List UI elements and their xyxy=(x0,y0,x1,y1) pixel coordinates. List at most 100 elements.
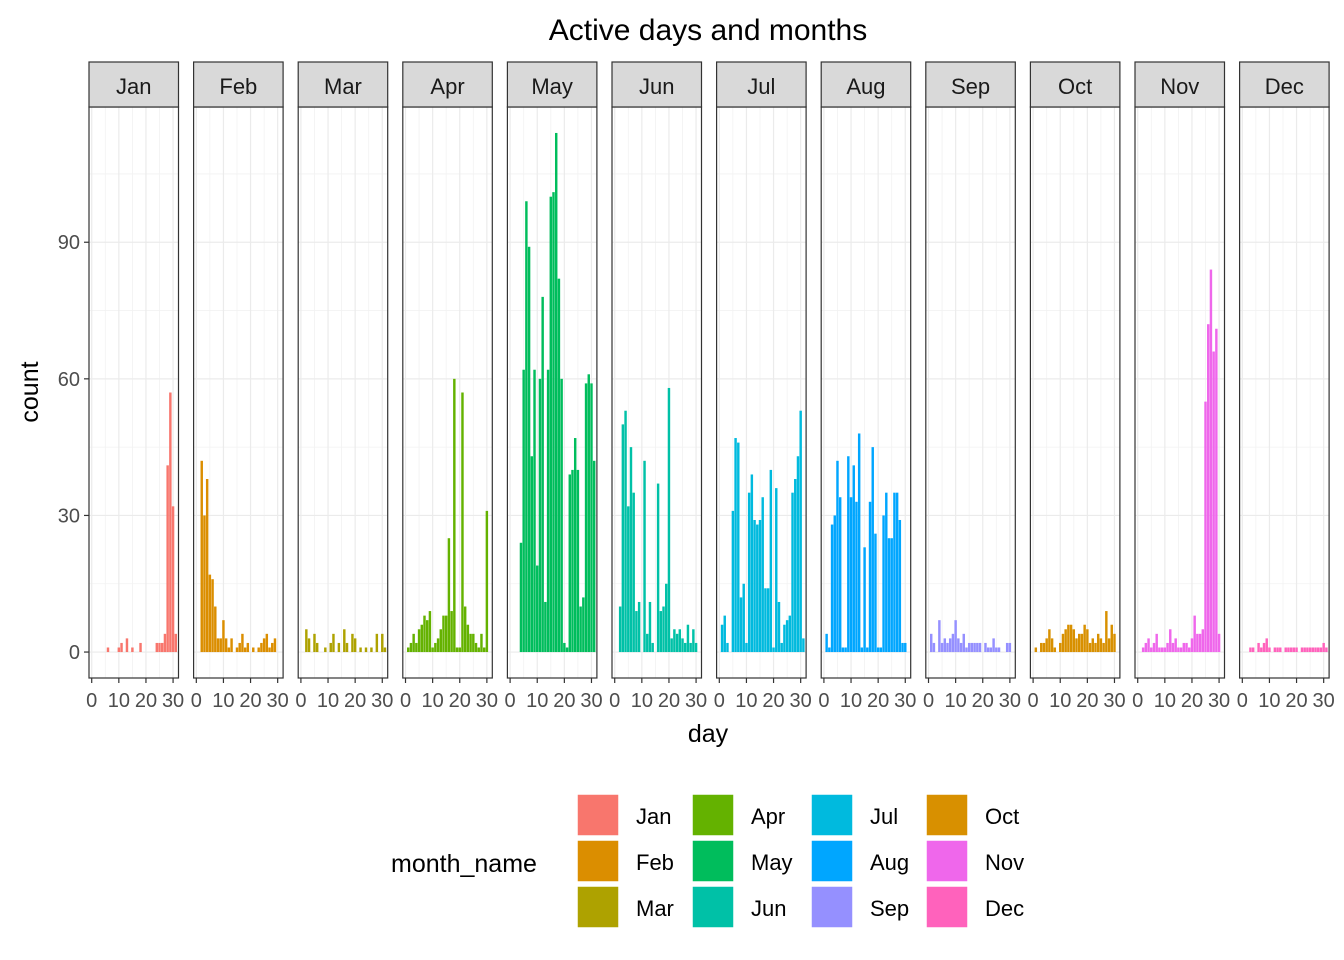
bar-dec-day-27 xyxy=(1314,647,1317,653)
facet-strip-label: Jul xyxy=(747,74,775,99)
bar-mar-day-5 xyxy=(313,633,316,653)
bar-sep-day-5 xyxy=(940,642,944,653)
bar-sep-day-11 xyxy=(957,638,960,653)
bar-jul-day-5 xyxy=(731,510,735,653)
bar-oct-day-4 xyxy=(1042,642,1046,653)
bar-dec-day-20 xyxy=(1295,647,1298,653)
bar-oct-day-17 xyxy=(1077,633,1081,653)
bar-feb-day-12 xyxy=(227,647,231,653)
bar-apr-day-9 xyxy=(428,611,432,653)
panel-background xyxy=(612,107,702,678)
bar-sep-day-4 xyxy=(938,620,941,653)
legend-key-jun xyxy=(691,885,735,929)
x-tick-label: 20 xyxy=(1076,690,1098,712)
facet-panel-oct: Oct 0 10 20 30 xyxy=(1028,61,1126,712)
bar-jan-day-6 xyxy=(106,647,110,653)
bar-sep-day-12 xyxy=(959,642,963,653)
bar-mar-day-22 xyxy=(359,647,362,653)
bar-apr-day-25 xyxy=(472,633,475,653)
bar-sep-day-18 xyxy=(976,642,979,653)
bar-sep-day-6 xyxy=(943,638,947,653)
bar-apr-day-5 xyxy=(417,629,421,653)
bar-may-day-27 xyxy=(582,597,585,653)
x-tick-label: 20 xyxy=(344,690,366,712)
bar-aug-day-20 xyxy=(876,647,880,653)
x-tick-label: 0 xyxy=(505,690,516,712)
x-tick-label: 30 xyxy=(790,690,812,712)
bar-sep-day-16 xyxy=(970,642,974,653)
bar-jul-day-18 xyxy=(766,588,770,653)
panel-background xyxy=(1135,107,1225,678)
bar-feb-day-23 xyxy=(257,647,260,653)
bar-feb-day-6 xyxy=(211,579,214,653)
bar-aug-day-11 xyxy=(852,465,855,653)
facet-panel-feb: Feb 0 10 20 30 xyxy=(191,61,289,712)
bar-dec-day-19 xyxy=(1292,647,1296,653)
bar-may-day-17 xyxy=(554,132,558,653)
x-tick-label: 20 xyxy=(1285,690,1307,712)
bar-nov-day-18 xyxy=(1185,642,1188,653)
bar-sep-day-21 xyxy=(984,642,987,653)
bar-feb-day-13 xyxy=(230,638,233,653)
x-tick-label: 0 xyxy=(191,690,202,712)
bar-sep-day-17 xyxy=(973,642,976,653)
bar-jun-day-27 xyxy=(686,624,690,653)
bar-dec-day-25 xyxy=(1308,647,1312,653)
bar-sep-day-25 xyxy=(995,647,998,653)
bar-jul-day-11 xyxy=(747,492,751,653)
bar-apr-day-24 xyxy=(469,633,472,653)
bar-feb-day-10 xyxy=(222,620,225,653)
x-tick-label: 30 xyxy=(999,690,1021,712)
bar-nov-day-4 xyxy=(1147,638,1150,653)
bar-jun-day-5 xyxy=(627,506,630,653)
bar-feb-day-16 xyxy=(238,642,241,653)
facet-strip xyxy=(715,61,807,108)
bar-dec-day-18 xyxy=(1289,647,1293,653)
bar-feb-day-4 xyxy=(205,479,209,653)
bar-aug-day-1 xyxy=(825,633,828,653)
bar-jul-day-7 xyxy=(737,442,740,653)
bar-dec-day-3 xyxy=(1249,647,1252,653)
x-tick-label: 20 xyxy=(762,690,784,712)
facet-strip xyxy=(193,61,284,108)
bar-dec-day-16 xyxy=(1284,647,1287,653)
facet-strip xyxy=(1238,61,1330,108)
bar-jun-day-2 xyxy=(618,606,622,653)
panel-background xyxy=(298,107,388,678)
bar-nov-day-17 xyxy=(1182,642,1186,653)
legend-label-oct: Oct xyxy=(985,804,1019,829)
legend-label-dec: Dec xyxy=(985,896,1024,921)
bar-aug-day-8 xyxy=(844,647,847,653)
legend-key-jan xyxy=(576,793,620,837)
bar-aug-day-30 xyxy=(904,642,907,653)
facet-strip-label: Dec xyxy=(1265,74,1304,99)
x-tick-label: 30 xyxy=(371,690,393,712)
legend-label-jun: Jun xyxy=(751,896,786,921)
x-tick-label: 0 xyxy=(1028,690,1039,712)
legend-label-apr: Apr xyxy=(751,804,785,829)
bar-apr-day-27 xyxy=(477,647,480,653)
bar-apr-day-22 xyxy=(463,606,467,653)
x-tick-label: 0 xyxy=(1132,690,1143,712)
bar-may-day-21 xyxy=(565,647,569,653)
bar-may-day-7 xyxy=(527,246,531,653)
bar-aug-day-3 xyxy=(830,524,834,653)
bar-oct-day-3 xyxy=(1040,642,1043,653)
bar-jul-day-19 xyxy=(769,469,773,653)
bar-mar-day-6 xyxy=(315,642,319,653)
bar-jan-day-27 xyxy=(163,633,167,653)
x-tick-label: 20 xyxy=(867,690,889,712)
bar-apr-day-4 xyxy=(415,642,418,653)
bar-may-day-19 xyxy=(560,378,563,653)
x-tick-label: 10 xyxy=(108,690,130,712)
bar-nov-day-23 xyxy=(1198,633,1202,653)
bar-oct-day-1 xyxy=(1034,647,1038,653)
bar-feb-day-26 xyxy=(265,633,269,653)
facet-strip xyxy=(297,61,389,108)
bar-jan-day-26 xyxy=(161,642,164,653)
bar-jan-day-30 xyxy=(171,506,175,653)
bar-jan-day-18 xyxy=(139,642,142,653)
bar-feb-day-7 xyxy=(214,606,217,653)
bar-mar-day-20 xyxy=(353,638,357,653)
